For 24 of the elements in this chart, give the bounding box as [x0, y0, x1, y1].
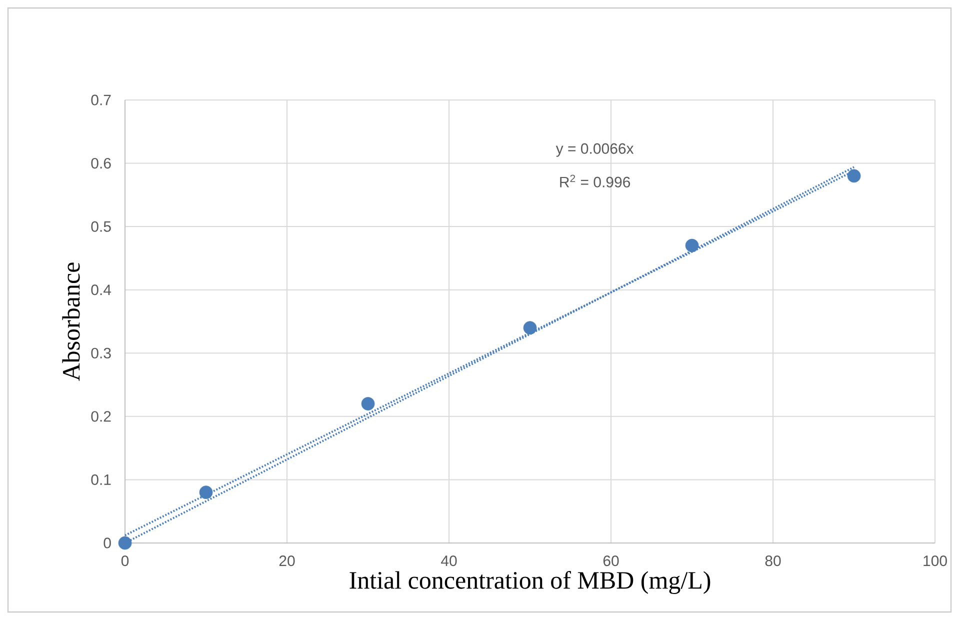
x-axis-title: Intial concentration of MBD (mg/L) — [350, 570, 710, 594]
x-tick-label: 40 — [441, 556, 457, 566]
y-tick-label: 0.2 — [91, 411, 111, 422]
y-tick-label: 0.1 — [91, 474, 111, 486]
y-tick-label: 0.5 — [91, 221, 111, 232]
y-tick-label: 0.6 — [91, 158, 111, 169]
point — [361, 397, 375, 410]
y-tick-label: 0.3 — [91, 348, 111, 358]
x-tick-label: 100 — [924, 556, 947, 566]
y-tick-label: 0.7 — [91, 94, 111, 106]
point — [685, 238, 699, 252]
point — [847, 169, 861, 183]
y-axis-title: Absorbance — [62, 262, 80, 381]
point — [118, 536, 132, 550]
x-tick-label: 60 — [603, 556, 619, 566]
point — [523, 321, 537, 335]
x-tick-label: 20 — [279, 556, 295, 566]
y-tick-label: 0.4 — [91, 284, 112, 296]
x-tick-label: 0 — [121, 556, 129, 566]
annotation: y = 0.0066x — [556, 143, 634, 157]
x-tick-label: 80 — [765, 556, 781, 566]
y-tick-label: 0 — [104, 538, 111, 548]
annotation: R$^{2}$ = 0.996 — [560, 174, 630, 188]
point — [199, 486, 213, 500]
